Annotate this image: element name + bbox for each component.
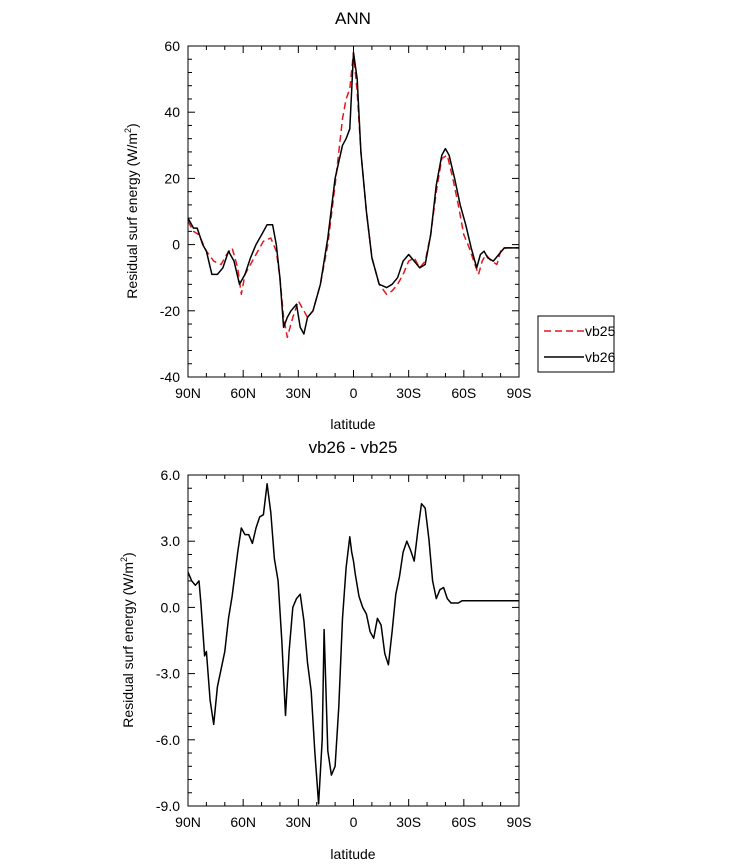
legend-box [537,315,615,373]
x-tick-label: 60S [451,385,476,401]
x-tick-label: 0 [350,385,358,401]
x-tick-label: 60S [451,814,476,830]
y-tick-label: 60 [164,38,180,54]
panel-ann: ANN Residual surf energy (W/m2) latitude… [123,9,531,432]
y-tick-label: -3.0 [156,666,180,682]
y-tick-label: -9.0 [156,798,180,814]
axis-ticks-ann: 90N 60N 30N 0 30S 60S 90S -40 -20 0 20 40 60 [160,38,532,401]
legend-label-vb26: vb26 [585,349,616,365]
y-axis-label-main: Residual surf energy (W/m [124,133,140,299]
y-tick-label: 0 [172,237,180,253]
x-tick-label: 30S [396,814,421,830]
plot-frame-ann [187,45,520,378]
x-tick-label: 30S [396,385,421,401]
y-axis-label-main: Residual surf energy (W/m [120,562,136,728]
legend-label-vb25: vb25 [585,323,616,339]
y-axis-label-superscript: 2 [123,128,133,133]
x-tick-label: 30N [285,385,311,401]
series-line-vb26 [187,51,519,335]
y-axis-label-ann: Residual surf energy (W/m2) [123,123,140,298]
series-line-vb26-vb25 [187,483,519,805]
y-tick-label: 20 [164,170,180,186]
axis-ticks-difference: 90N 60N 30N 0 30S 60S 90S -9.0 -6.0 -3.0 0.0 3.0 6.0 [156,467,532,830]
x-tick-label: 30N [285,814,311,830]
y-tick-label: -6.0 [156,732,180,748]
y-tick-label: 40 [164,104,180,120]
y-axis-label-close: ) [120,552,136,557]
plot-frame-difference [187,474,520,807]
y-tick-label: -40 [160,369,180,385]
x-tick-label: 90N [175,385,201,401]
y-tick-label: -20 [160,303,180,319]
y-tick-label: 0.0 [161,599,181,615]
series-layer-ann [187,51,519,339]
x-tick-label: 60N [230,385,256,401]
panel-difference: vb26 - vb25 Residual surf energy (W/m2) … [119,438,531,862]
x-tick-label: 90S [507,814,532,830]
x-tick-label: 60N [230,814,256,830]
chart-title-ann: ANN [335,9,371,28]
y-tick-label: 6.0 [161,467,181,483]
series-layer-difference [187,483,519,805]
chart-title-difference: vb26 - vb25 [309,438,398,457]
y-axis-label-close: ) [124,123,140,128]
series-line-vb25 [187,51,519,339]
x-axis-label-ann: latitude [330,416,375,432]
x-tick-label: 0 [350,814,358,830]
x-axis-label-difference: latitude [330,846,375,862]
x-tick-label: 90N [175,814,201,830]
x-tick-label: 90S [507,385,532,401]
y-axis-label-superscript: 2 [119,557,129,562]
y-axis-label-difference: Residual surf energy (W/m2) [119,552,136,727]
y-tick-label: 3.0 [161,533,181,549]
legend: vb25 vb26 [537,315,616,373]
